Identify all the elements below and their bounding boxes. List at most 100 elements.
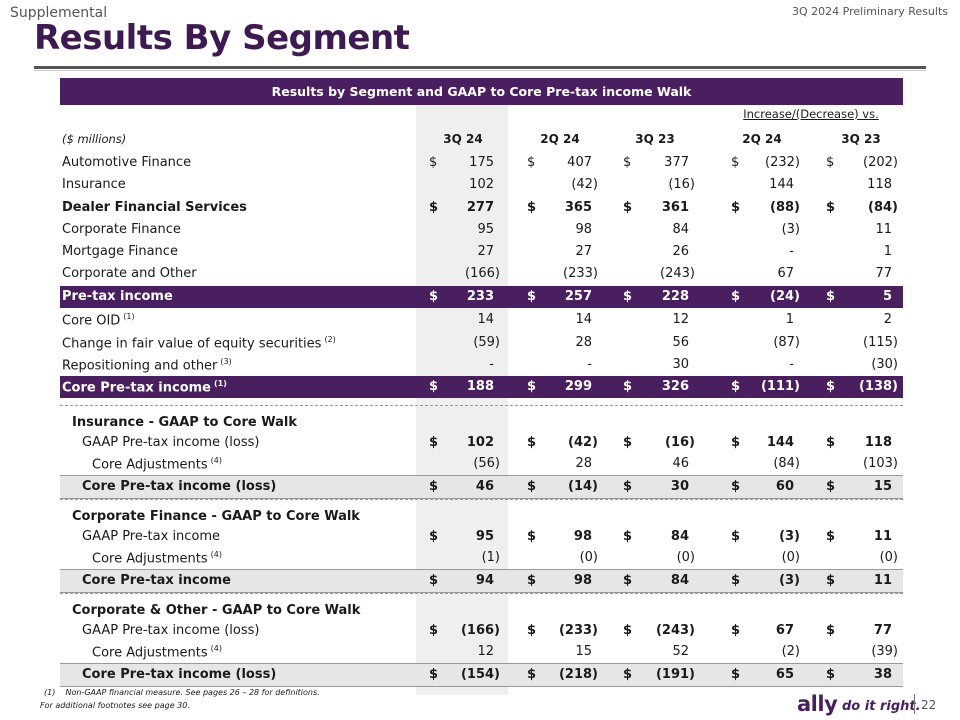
table-cell: (14) [568, 479, 598, 494]
currency-sign: $ [826, 529, 836, 544]
row-label: Core Adjustments (4) [92, 456, 222, 473]
table-row: Pre-tax income $233 $257 $228 $ (24) $5 [60, 286, 903, 308]
table-cell: 102 [466, 435, 494, 450]
table-cell: 12 [477, 644, 494, 659]
table-cell: (1) [481, 550, 500, 565]
table-cell: (218) [558, 667, 598, 682]
row-label: Dealer Financial Services [62, 200, 247, 215]
currency-sign: $ [623, 435, 633, 450]
currency-sign: $ [826, 623, 836, 638]
currency-sign: $ [731, 479, 741, 494]
table-row: Core OID (1) 14 14 12 1 2 [60, 309, 903, 331]
currency-sign: $ [826, 573, 836, 588]
currency-sign: $ [527, 667, 537, 682]
currency-sign: $ [429, 289, 439, 304]
report-title: 3Q 2024 Preliminary Results [792, 5, 948, 18]
table-cell: 30 [670, 479, 689, 494]
table-cell: (115) [863, 335, 898, 350]
table-row: Core Adjustments (4) 12 15 52 (2) (39) [60, 641, 903, 663]
table-cell: (191) [655, 667, 695, 682]
table-cell: (30) [871, 357, 898, 372]
currency-sign: $ [731, 200, 741, 215]
table-cell: 12 [672, 312, 689, 327]
table-row: Core Adjustments (4) (56) 28 46 (84) (103) [60, 453, 903, 475]
table-cell: (111) [760, 379, 800, 394]
footnote-1: (1) Non-GAAP financial measure. See page… [44, 688, 320, 697]
table-cell: (202) [863, 155, 898, 170]
row-label: GAAP Pre-tax income [82, 529, 221, 544]
table-cell: 11 [875, 222, 892, 237]
currency-sign: $ [826, 379, 836, 394]
table-cell: 175 [469, 155, 494, 170]
table-row: Corporate & Other - GAAP to Core Walk [60, 600, 903, 622]
footnote-marker: (1) [123, 312, 135, 321]
table-row: Insurance - GAAP to Core Walk [60, 412, 903, 434]
row-label: Insurance [62, 177, 126, 192]
table-cell: 65 [775, 667, 794, 682]
table-cell: (3) [779, 573, 800, 588]
table-cell: 56 [672, 335, 689, 350]
page-number-divider [914, 694, 915, 714]
table-row: Corporate Finance 95 98 84 (3) 11 [60, 219, 903, 241]
table-row: Corporate and Other (166) (233) (243) 67 77 [60, 263, 903, 285]
table-cell: (233) [563, 266, 598, 281]
currency-sign: $ [731, 667, 741, 682]
page-number: 22 [921, 698, 937, 712]
table-row: Dealer Financial Services $277 $365 $361 $ (8… [60, 197, 903, 219]
column-header: 3Q 23 [841, 132, 881, 146]
table-cell: (154) [460, 667, 500, 682]
table-cell: 233 [466, 289, 494, 304]
row-label: Core Pre-tax income (1) [62, 379, 227, 396]
row-label: Core Pre-tax income (loss) [82, 479, 277, 494]
currency-sign: $ [623, 667, 633, 682]
currency-sign: $ [527, 529, 537, 544]
table-row: Automotive Finance $175 $407 $377 $ (232) $ (20… [60, 152, 903, 174]
row-label: Corporate Finance [62, 222, 181, 237]
tagline: do it right. [842, 699, 921, 714]
increase-decrease-header: Increase/(Decrease) vs. [743, 107, 879, 121]
column-header: 3Q 24 [443, 132, 483, 146]
footnote-marker: (2) [324, 335, 336, 344]
table-cell: - [789, 244, 794, 259]
table-cell: (0) [781, 550, 800, 565]
table-cell: (138) [858, 379, 898, 394]
table-cell: 95 [477, 222, 494, 237]
footnote-marker: (4) [210, 550, 222, 559]
page-title: Results By Segment [34, 18, 410, 58]
table-cell: (2) [781, 644, 800, 659]
table-row: GAAP Pre-tax income (loss) $102 $ (42) $ (16)… [60, 432, 903, 454]
currency-sign: $ [623, 529, 633, 544]
table-cell: 28 [575, 335, 592, 350]
currency-sign: $ [826, 200, 836, 215]
footnote-marker: (1) [214, 379, 227, 388]
table-cell: 228 [661, 289, 689, 304]
row-label: Repositioning and other (3) [62, 357, 232, 374]
currency-sign: $ [527, 435, 537, 450]
table-cell: (233) [558, 623, 598, 638]
currency-sign: $ [731, 573, 741, 588]
table-row: Core Adjustments (4) (1) (0) (0) (0) (0) [60, 547, 903, 569]
table-cell: 60 [775, 479, 794, 494]
table-cell: (0) [579, 550, 598, 565]
currency-sign: $ [623, 200, 633, 215]
table-cell: (232) [765, 155, 800, 170]
column-header: 3Q 23 [635, 132, 675, 146]
table-cell: (3) [781, 222, 800, 237]
table-cell: 98 [575, 222, 592, 237]
currency-sign: $ [527, 573, 537, 588]
table-row: Change in fair value of equity securitie… [60, 332, 903, 354]
table-cell: (42) [568, 435, 598, 450]
currency-sign: $ [731, 379, 741, 394]
table-cell: (87) [773, 335, 800, 350]
table-cell: 30 [672, 357, 689, 372]
table-cell: (59) [473, 335, 500, 350]
current-quarter-column-shade [416, 105, 508, 695]
table-cell: (16) [665, 435, 695, 450]
table-cell: 77 [875, 266, 892, 281]
currency-sign: $ [731, 289, 741, 304]
table-cell: 118 [867, 177, 892, 192]
footnote-2: For additional footnotes see page 30. [40, 701, 190, 710]
table-cell: 2 [883, 312, 892, 327]
footnote-marker: (4) [210, 644, 222, 653]
table-cell: 95 [475, 529, 494, 544]
